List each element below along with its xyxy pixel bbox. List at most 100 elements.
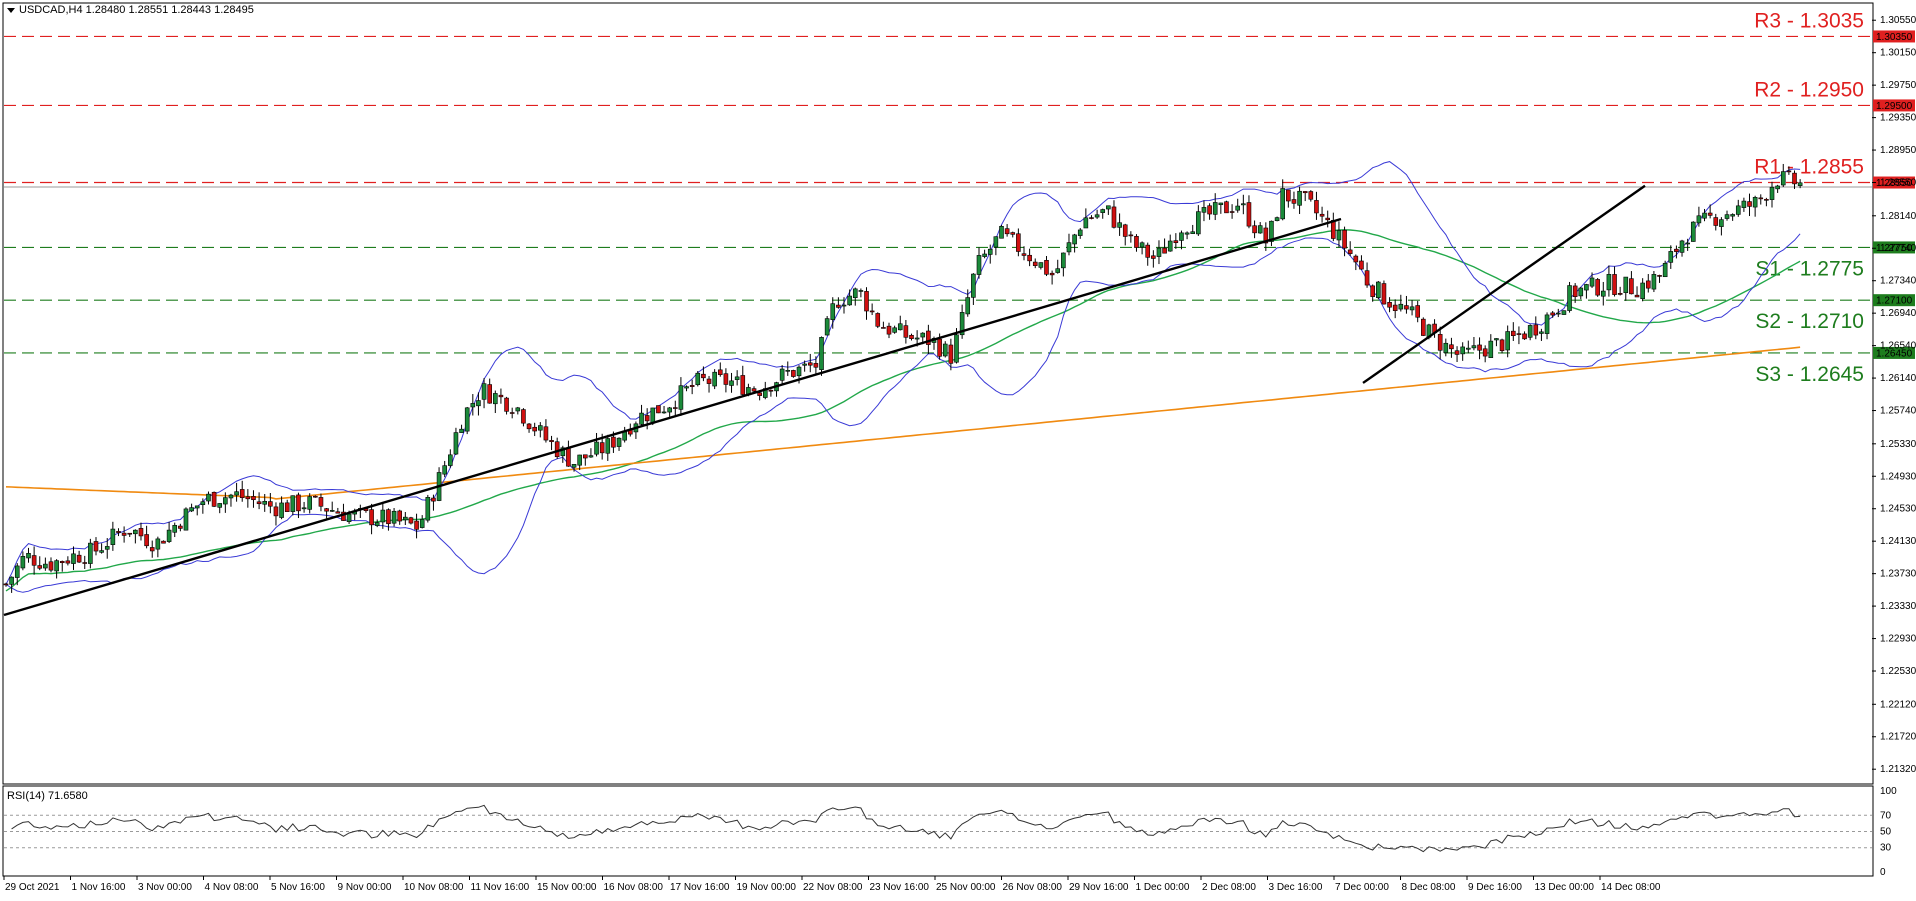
candle-body (678, 385, 684, 410)
uptrend-line-long[interactable] (3, 217, 1342, 617)
candle-body (836, 304, 841, 308)
candle-body (734, 376, 740, 380)
time-label: 9 Dec 16:00 (1468, 882, 1522, 893)
candle-body (149, 547, 155, 552)
rsi-axis-label: 100 (1880, 786, 1897, 797)
level-label-s1: S1 - 1.2775 (1755, 257, 1864, 280)
candle-body (1595, 279, 1600, 296)
rsi-pane[interactable] (2, 785, 1874, 877)
candle-body (1347, 249, 1353, 254)
candle-body (1797, 182, 1803, 186)
candle-body (1117, 222, 1122, 228)
candle-body (1550, 312, 1555, 316)
candle-body (498, 394, 504, 398)
candle-body (20, 556, 26, 569)
candle-body (1488, 340, 1494, 358)
candle-body (1510, 330, 1516, 336)
candle-body (133, 529, 138, 535)
price-tick-label: 1.21320 (1880, 764, 1916, 775)
candle-body (611, 436, 616, 448)
candle-body (644, 415, 650, 422)
candle-body (1589, 277, 1595, 287)
candle-body (1302, 191, 1308, 194)
candle-body (1707, 212, 1713, 216)
candle-body (1769, 186, 1775, 200)
candle-body (914, 337, 920, 340)
candle-body (971, 273, 976, 298)
time-label: 1 Nov 16:00 (72, 882, 126, 893)
candle-body (768, 389, 774, 392)
candle-body (1032, 261, 1038, 266)
symbol-header: USDCAD,H4 1.28480 1.28551 1.28443 1.2849… (19, 4, 254, 16)
rsi-axis-label: 30 (1880, 843, 1892, 854)
candle-body (1381, 283, 1387, 305)
candle-body (526, 423, 532, 430)
time-label: 26 Nov 08:00 (1003, 882, 1063, 893)
candle-body (110, 528, 116, 545)
candle-body (1314, 200, 1319, 214)
main-price-pane[interactable] (2, 2, 1874, 785)
candle-body (1735, 205, 1741, 215)
candle-body (588, 455, 594, 458)
candle-body (779, 368, 785, 381)
price-tick-label: 1.30150 (1880, 48, 1916, 59)
candle-body (1077, 229, 1083, 236)
candle-body (1696, 215, 1702, 224)
candle-body (920, 332, 926, 338)
candle-body (1713, 217, 1719, 226)
candle-body (1021, 253, 1027, 256)
candle-body (1544, 314, 1550, 334)
candle-body (245, 496, 251, 500)
time-label: 25 Nov 00:00 (936, 882, 996, 893)
price-tick-label: 1.24930 (1880, 471, 1916, 482)
candle-body (9, 576, 14, 585)
candle-body (560, 447, 566, 457)
time-label: 11 Nov 16:00 (471, 882, 530, 893)
candle-body (453, 432, 459, 455)
level-price-tag (1873, 176, 1915, 189)
candle-body (723, 373, 729, 385)
price-tick-label: 1.24530 (1880, 504, 1916, 515)
candle-body (1061, 252, 1066, 269)
candle-body (341, 511, 346, 521)
level-price-tag-text: 1.28550 (1876, 178, 1913, 189)
candle-body (1421, 318, 1426, 336)
candle-body (1128, 234, 1134, 237)
candle-body (223, 497, 228, 505)
candle-body (1319, 213, 1325, 217)
candle-body (509, 412, 515, 414)
candle-body (987, 248, 993, 255)
candle-body (897, 323, 903, 331)
candle-body (217, 503, 223, 508)
candle-body (1724, 214, 1730, 219)
candle-body (1460, 346, 1465, 355)
price-tick-label: 1.23330 (1880, 601, 1916, 612)
candle-body (672, 407, 678, 409)
candle-body (1066, 242, 1072, 253)
time-label: 10 Nov 08:00 (404, 882, 464, 893)
candle-body (1224, 201, 1229, 214)
candle-body (695, 372, 701, 386)
candle-body (251, 496, 256, 501)
candle-body (1235, 205, 1241, 211)
candle-body (189, 507, 194, 512)
candle-body (1184, 232, 1190, 235)
uptrend-line-short[interactable] (1362, 184, 1646, 384)
price-tick-label: 1.26940 (1880, 308, 1916, 319)
price-tick-label: 1.22930 (1880, 634, 1916, 645)
price-tick-label: 1.28550 (1880, 178, 1916, 189)
candle-body (1156, 247, 1162, 257)
triangle-down-icon[interactable] (7, 8, 15, 13)
candle-body (1342, 229, 1347, 249)
candle-body (1286, 189, 1291, 202)
candle-body (1269, 220, 1274, 242)
candle-body (656, 405, 661, 414)
candle-body (1134, 236, 1139, 248)
price-tick-label: 1.30550 (1880, 15, 1916, 26)
candle-body (729, 380, 734, 386)
candle-body (1482, 348, 1488, 357)
candle-body (1297, 190, 1302, 206)
candle-body (886, 325, 892, 335)
